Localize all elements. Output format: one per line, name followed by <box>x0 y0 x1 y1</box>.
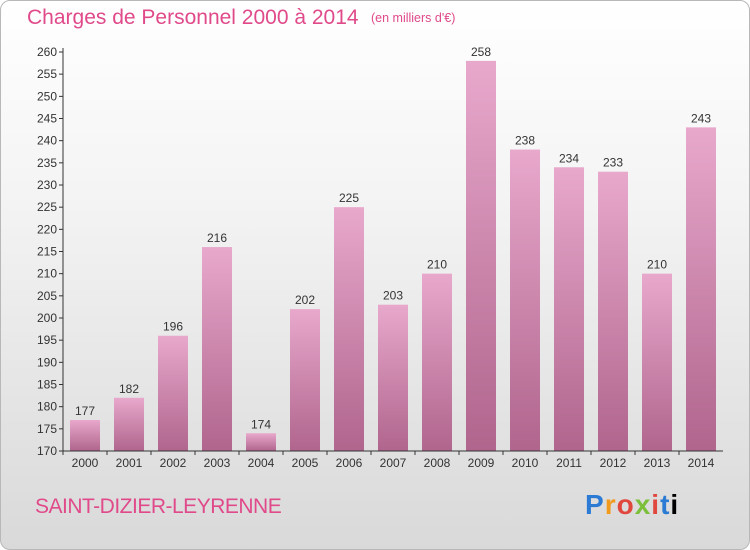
x-tick-label-2000: 2000 <box>72 456 99 470</box>
x-tick-label-2005: 2005 <box>292 456 319 470</box>
bar-2001 <box>114 397 144 451</box>
data-label-2002: 196 <box>163 320 183 334</box>
axis-layer: 2000 2001 2002 2003 2004 2005 2006 2007 2008 2009… <box>37 45 723 470</box>
x-tick-label-2006: 2006 <box>336 456 363 470</box>
x-tick-label-2011: 2011 <box>556 456 582 470</box>
x-tick-label-2004: 2004 <box>248 456 275 470</box>
bars-layer <box>70 60 716 452</box>
y-tick-label-250: 250 <box>37 89 57 103</box>
bar-2010 <box>510 149 540 452</box>
data-label-2009: 258 <box>471 45 491 59</box>
x-tick-label-2003: 2003 <box>204 456 231 470</box>
data-labels-layer: 177 182 196 216 174 202 225 203 210 258 238 234 233 2… <box>75 45 711 431</box>
x-tick-label-2002: 2002 <box>160 456 187 470</box>
y-tick-label-190: 190 <box>37 355 57 369</box>
y-tick-label-200: 200 <box>37 311 57 325</box>
data-label-2013: 210 <box>647 258 667 272</box>
bar-2005 <box>290 309 320 451</box>
y-tick-label-205: 205 <box>37 289 57 303</box>
data-label-2000: 177 <box>75 404 95 418</box>
data-label-2008: 210 <box>427 258 447 272</box>
x-tick-label-2009: 2009 <box>468 456 495 470</box>
chart-subtitle: (en milliers d'€) <box>371 11 456 25</box>
bar-2004 <box>246 433 276 451</box>
y-tick-label-255: 255 <box>37 67 57 81</box>
bar-2014 <box>686 127 716 451</box>
data-label-2003: 216 <box>207 231 227 245</box>
bar-2002 <box>158 335 188 451</box>
data-label-2011: 234 <box>559 151 579 165</box>
x-tick-label-2001: 2001 <box>116 456 143 470</box>
y-tick-label-225: 225 <box>37 200 57 214</box>
data-label-2007: 203 <box>383 289 403 303</box>
y-tick-label-230: 230 <box>37 178 57 192</box>
y-tick-label-180: 180 <box>37 400 57 414</box>
bar-2011 <box>554 167 584 451</box>
data-label-2005: 202 <box>295 293 315 307</box>
x-tick-label-2007: 2007 <box>380 456 407 470</box>
data-label-2012: 233 <box>603 156 623 170</box>
y-tick-label-195: 195 <box>37 333 57 347</box>
bar-2000 <box>70 419 100 451</box>
y-tick-label-215: 215 <box>37 245 57 259</box>
y-tick-label-220: 220 <box>37 222 57 236</box>
x-tick-label-2008: 2008 <box>424 456 451 470</box>
y-tick-label-175: 175 <box>37 422 57 436</box>
bar-2012 <box>598 171 628 451</box>
x-tick-label-2012: 2012 <box>600 456 627 470</box>
y-tick-label-185: 185 <box>37 378 57 392</box>
data-label-2014: 243 <box>691 111 711 125</box>
proxiti-logo: Proxiti <box>585 489 680 520</box>
data-label-2004: 174 <box>251 417 271 431</box>
x-tick-label-2013: 2013 <box>644 456 671 470</box>
town-name: SAINT-DIZIER-LEYRENNE <box>35 495 282 518</box>
bar-2009 <box>466 60 496 451</box>
x-tick-label-2014: 2014 <box>688 456 715 470</box>
data-label-2001: 182 <box>119 382 139 396</box>
bar-2003 <box>202 247 232 451</box>
y-tick-label-210: 210 <box>37 267 57 281</box>
bar-2008 <box>422 273 452 451</box>
bar-2013 <box>642 273 672 451</box>
data-label-2010: 238 <box>515 134 535 148</box>
y-tick-label-260: 260 <box>37 45 57 59</box>
x-tick-label-2010: 2010 <box>512 456 539 470</box>
y-tick-label-170: 170 <box>37 444 57 458</box>
y-tick-label-240: 240 <box>37 134 57 148</box>
bar-2007 <box>378 304 408 451</box>
y-tick-label-235: 235 <box>37 156 57 170</box>
data-label-2006: 225 <box>339 191 359 205</box>
bar-2006 <box>334 207 364 451</box>
y-tick-label-245: 245 <box>37 112 57 126</box>
chart-title: Charges de Personnel 2000 à 2014 <box>27 6 359 29</box>
